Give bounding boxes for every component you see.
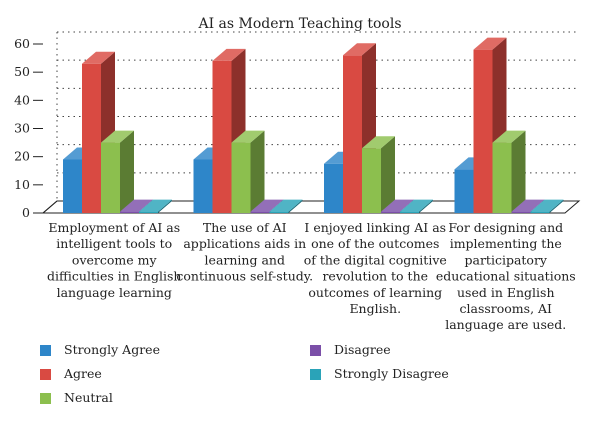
legend-label: Strongly Agree — [64, 342, 160, 357]
bar-front — [454, 169, 474, 213]
category-label: For designing and implementing the partici… — [436, 220, 576, 332]
bar-front — [63, 159, 82, 213]
bar-neutral — [362, 136, 395, 213]
bar-strongly-disagree — [400, 199, 433, 213]
bar-strongly-disagree — [530, 199, 564, 213]
bar-top — [473, 37, 507, 50]
bar-top — [139, 199, 172, 212]
bar-top — [511, 199, 545, 212]
bar-front — [269, 211, 289, 213]
bar-side — [549, 199, 564, 213]
bar-front — [381, 211, 400, 213]
y-axis: 0 10 20 30 40 50 60 — [14, 36, 43, 220]
bar-front — [101, 142, 120, 213]
bar-neutral — [231, 130, 265, 213]
bar-top — [82, 51, 115, 64]
legend-item-agree: Agree — [40, 366, 102, 381]
legend-label: Agree — [64, 366, 102, 381]
bar-front — [139, 211, 158, 213]
legend-swatch — [310, 344, 321, 356]
legend-item-strongly-disagree: Strongly Disagree — [310, 366, 449, 381]
bar-side — [250, 130, 265, 213]
bar-top — [362, 136, 395, 149]
legend-item-neutral: Neutral — [40, 390, 113, 405]
bar-top — [212, 48, 246, 61]
bar-side — [381, 136, 395, 213]
bar-top — [269, 199, 303, 212]
bars — [63, 37, 564, 214]
bar-front — [473, 49, 493, 214]
bar-top — [492, 130, 526, 143]
bar-front — [212, 60, 232, 214]
bar-front — [400, 211, 419, 213]
bar-front — [120, 211, 139, 213]
y-tick-label: 50 — [14, 64, 30, 79]
bar-neutral — [101, 130, 134, 213]
legend-swatch — [40, 392, 51, 404]
bar-front — [324, 163, 343, 213]
legend-label: Neutral — [64, 390, 113, 405]
legend-label: Strongly Disagree — [334, 366, 449, 381]
legend-item-strongly-agree: Strongly Agree — [40, 342, 160, 357]
bar-top — [530, 199, 564, 212]
y-tick-label: 20 — [14, 149, 30, 164]
legend-swatch — [310, 368, 321, 380]
bar-front — [530, 211, 550, 213]
bar-top — [343, 43, 376, 56]
bar-top — [231, 130, 265, 143]
bar-strongly-disagree — [139, 199, 172, 213]
category-label: Employment of AI as intelligent tools to o… — [47, 220, 181, 300]
bar-neutral — [492, 130, 526, 213]
legend-swatch — [40, 344, 51, 356]
y-tick-label: 60 — [14, 36, 30, 51]
bar-front — [362, 148, 381, 213]
bar-front — [250, 211, 270, 213]
y-tick-label: 10 — [14, 177, 30, 192]
bar-front — [492, 142, 512, 213]
bar-side — [288, 199, 303, 213]
category-label: I enjoyed linking AI as one of the outcom… — [304, 220, 447, 316]
bar-front — [343, 55, 362, 214]
bar-front — [511, 211, 531, 213]
y-tick-label: 40 — [14, 92, 30, 107]
category-label: The use of AI applications aids in learnin… — [176, 220, 313, 284]
axis-corner — [42, 200, 58, 214]
bar-top — [250, 199, 284, 212]
bar-side — [419, 199, 433, 213]
chart-title: AI as Modern Teaching tools — [197, 16, 401, 32]
bar-front — [82, 63, 101, 213]
bar-top — [400, 199, 433, 212]
legend-swatch — [40, 368, 51, 380]
bar-front — [231, 142, 251, 213]
legend-label: Disagree — [334, 342, 391, 357]
bar-top — [120, 199, 153, 212]
bar-side — [511, 130, 526, 213]
bar-top — [381, 199, 414, 212]
bar-top — [101, 130, 134, 143]
bar-strongly-disagree — [269, 199, 303, 213]
y-tick-label: 30 — [14, 121, 30, 136]
y-tick-label: 0 — [22, 205, 30, 220]
category-labels: Employment of AI as intelligent tools to o… — [47, 220, 576, 332]
bar-front — [193, 159, 213, 213]
bar-side — [158, 199, 172, 213]
legend-item-disagree: Disagree — [310, 342, 391, 357]
bar-side — [120, 130, 134, 213]
